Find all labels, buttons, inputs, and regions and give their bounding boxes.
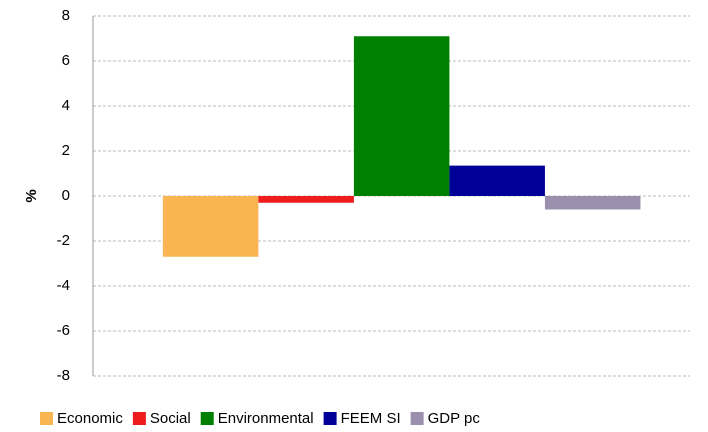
y-tick-label: -2: [57, 232, 70, 249]
bar: [258, 196, 354, 203]
y-tick-label: -6: [57, 322, 70, 339]
legend-label: Economic: [57, 410, 123, 427]
y-tick-label: 0: [62, 187, 70, 204]
legend-swatch: [410, 412, 424, 425]
legend-swatch: [132, 412, 146, 425]
y-tick-label: 8: [62, 7, 70, 24]
legend-label: Environmental: [218, 410, 314, 427]
legend-label: GDP pc: [428, 410, 481, 427]
y-axis-label: %: [23, 189, 40, 202]
bar: [162, 196, 259, 257]
bar: [544, 196, 641, 210]
y-tick-label: 4: [62, 97, 70, 114]
y-tick-label: 2: [62, 142, 70, 159]
y-tick-label: 6: [62, 52, 70, 69]
legend-swatch: [323, 412, 337, 425]
y-tick-label: -4: [57, 277, 70, 294]
legend-label: FEEM SI: [341, 410, 401, 427]
bar: [449, 165, 545, 196]
bar: [353, 36, 450, 196]
legend-label: Social: [150, 410, 191, 427]
legend-swatch: [40, 412, 53, 425]
y-tick-label: -8: [57, 367, 70, 384]
legend-swatch: [200, 412, 214, 425]
